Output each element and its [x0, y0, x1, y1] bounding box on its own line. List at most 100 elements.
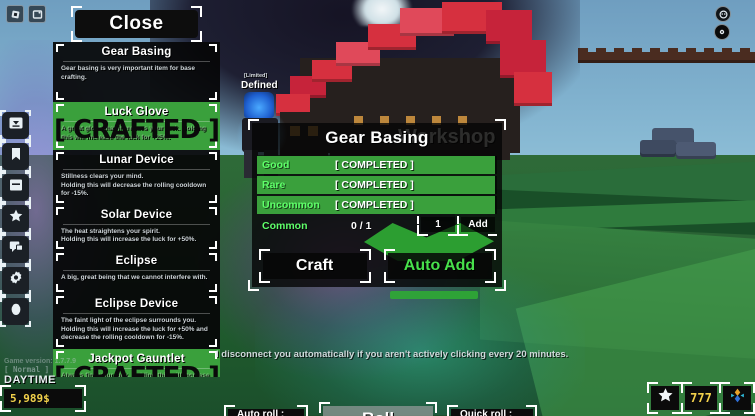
dialog-actions: Craft Auto Add — [252, 249, 502, 279]
window — [458, 116, 467, 125]
chat-icon — [8, 239, 24, 260]
list-item[interactable]: Gear Basing Gear basing is very importan… — [53, 42, 220, 102]
gear-title: Solar Device — [100, 208, 173, 221]
progress-fill — [257, 196, 495, 214]
hud-right: 777 — [647, 382, 755, 410]
craft-button-label: Craft — [295, 257, 334, 274]
gear-title: Jackpot Gauntlet — [88, 352, 185, 365]
divider — [63, 121, 210, 122]
close-button[interactable]: Close — [71, 6, 202, 38]
add-button[interactable]: Add — [457, 216, 495, 232]
sidebar-item-eggs[interactable] — [0, 296, 31, 327]
sidebar-item-settings[interactable] — [0, 265, 31, 296]
hud-left: Game version: 1.7.7.9 [ Normal ] DAYTIME… — [0, 358, 114, 408]
list-item[interactable]: Solar Device The heat straightens your s… — [53, 205, 220, 251]
list-item[interactable]: Luck Glove A great glove that increases … — [53, 102, 220, 150]
gear-description: Always find your luck. Holding this will… — [61, 371, 210, 378]
npc-name-label: Defined — [241, 80, 278, 91]
table-row: Common 0 / 1 1 Add — [257, 216, 497, 236]
sidebar-item-inbox[interactable] — [0, 110, 31, 141]
gear-title: Eclipse — [115, 254, 158, 267]
wooden-fence — [578, 48, 755, 63]
status-badge: [ COMPLETED ] — [335, 159, 414, 171]
status-badge: 0 / 1 — [351, 220, 372, 232]
divider — [63, 169, 210, 170]
close-button-label: Close — [109, 13, 164, 34]
quick-roll-label: Quick roll : ON — [460, 408, 513, 416]
sidebar-rail — [0, 110, 32, 329]
favorites-button[interactable] — [647, 382, 683, 410]
progress-fill — [257, 156, 495, 174]
gear-description: The heat straightens your spirit. Holdin… — [61, 227, 197, 244]
bookmark-icon — [8, 146, 24, 167]
gear-description: Stillness clears your mind. Holding this… — [61, 173, 207, 197]
divider — [63, 223, 210, 225]
table-row: Rare [ COMPLETED ] — [257, 176, 497, 194]
list-item[interactable]: Eclipse Device The faint light of the ec… — [53, 294, 220, 349]
rarity-label: Rare — [262, 179, 286, 191]
status-badge: [ COMPLETED ] — [335, 179, 414, 191]
roll-button-label: Roll — [362, 409, 394, 416]
divider — [63, 367, 210, 369]
gear-description: A great glove that increases your luck. … — [61, 125, 206, 141]
quantity-stepper[interactable]: 1 — [417, 216, 459, 232]
gear-title: Luck Glove — [104, 106, 169, 118]
rarity-label: Common — [262, 220, 308, 232]
notification-icon[interactable] — [714, 24, 730, 40]
requirement-rows: Good [ COMPLETED ] Rare [ COMPLETED ] Un… — [257, 156, 497, 236]
ticket-count-value: 777 — [690, 391, 712, 405]
craft-button[interactable]: Craft — [258, 249, 371, 279]
window — [432, 116, 441, 125]
gear-list-panel[interactable]: Gear Basing Gear basing is very importan… — [53, 42, 220, 377]
divider — [63, 269, 210, 271]
window — [354, 116, 363, 125]
rock — [676, 142, 716, 159]
roblox-logo-icon[interactable] — [6, 5, 24, 23]
sidebar-item-chat[interactable] — [0, 234, 31, 265]
sidebar-item-favorites[interactable] — [0, 203, 31, 234]
rarity-label: Uncommon — [262, 199, 320, 211]
auto-roll-label: Auto roll : ON — [237, 408, 285, 416]
ticket-counter[interactable]: 777 — [681, 382, 721, 410]
table-row: Uncommon [ COMPLETED ] — [257, 196, 497, 214]
auto-roll-toggle[interactable]: Auto roll : ON — [224, 405, 308, 416]
star-icon — [8, 208, 24, 229]
roll-button[interactable]: Roll — [319, 402, 437, 416]
cash-display: 5,989$ — [0, 385, 86, 408]
rock — [640, 140, 676, 157]
avatar-hair — [244, 92, 274, 118]
list-item[interactable]: Lunar Device Stillness clears your mind.… — [53, 150, 220, 205]
list-item[interactable]: Eclipse A big, great being that we canno… — [53, 251, 220, 295]
progress-fill — [257, 176, 495, 194]
divider — [63, 313, 210, 314]
rarity-label: Good — [262, 159, 290, 171]
sidebar-item-bookmarks[interactable] — [0, 141, 31, 172]
status-badge: [ COMPLETED ] — [335, 199, 414, 211]
add-button-label: Add — [468, 219, 488, 230]
gear-description: The faint light of the eclipse surrounds… — [61, 317, 208, 341]
gear-title: Gear Basing — [101, 46, 172, 58]
gear-description: A big, great being that we cannot interf… — [61, 273, 208, 281]
gear-description: Gear basing is very important item for b… — [61, 65, 196, 81]
screenshot-icon[interactable] — [28, 5, 46, 23]
roblox-menu-icon[interactable] — [715, 6, 731, 22]
gear-icon — [8, 270, 24, 291]
window — [406, 116, 415, 125]
crafting-dialog[interactable]: Gear Basing Good [ COMPLETED ] Rare [ CO… — [248, 119, 506, 299]
gem-icon — [729, 387, 746, 409]
dialog-title: Gear Basing — [325, 128, 429, 147]
egg-icon — [8, 301, 24, 322]
npc-rarity-label: [Limited] — [244, 73, 268, 79]
auto-add-button[interactable]: Auto Add — [383, 249, 496, 279]
game-version-label: Game version: 1.7.7.9 — [4, 358, 76, 365]
auto-add-button-label: Auto Add — [403, 257, 476, 274]
gems-button[interactable] — [719, 382, 755, 410]
cash-value: 5,989$ — [10, 392, 50, 405]
building-block — [500, 40, 546, 78]
quantity-value: 1 — [435, 219, 441, 230]
sidebar-item-inventory[interactable] — [0, 172, 31, 203]
green-bar-decoration — [390, 291, 478, 299]
time-of-day-label: DAYTIME — [4, 374, 56, 386]
idle-disconnect-notice: I disconnect you automatically if you ar… — [216, 349, 569, 360]
quick-roll-toggle[interactable]: Quick roll : ON — [447, 405, 537, 416]
